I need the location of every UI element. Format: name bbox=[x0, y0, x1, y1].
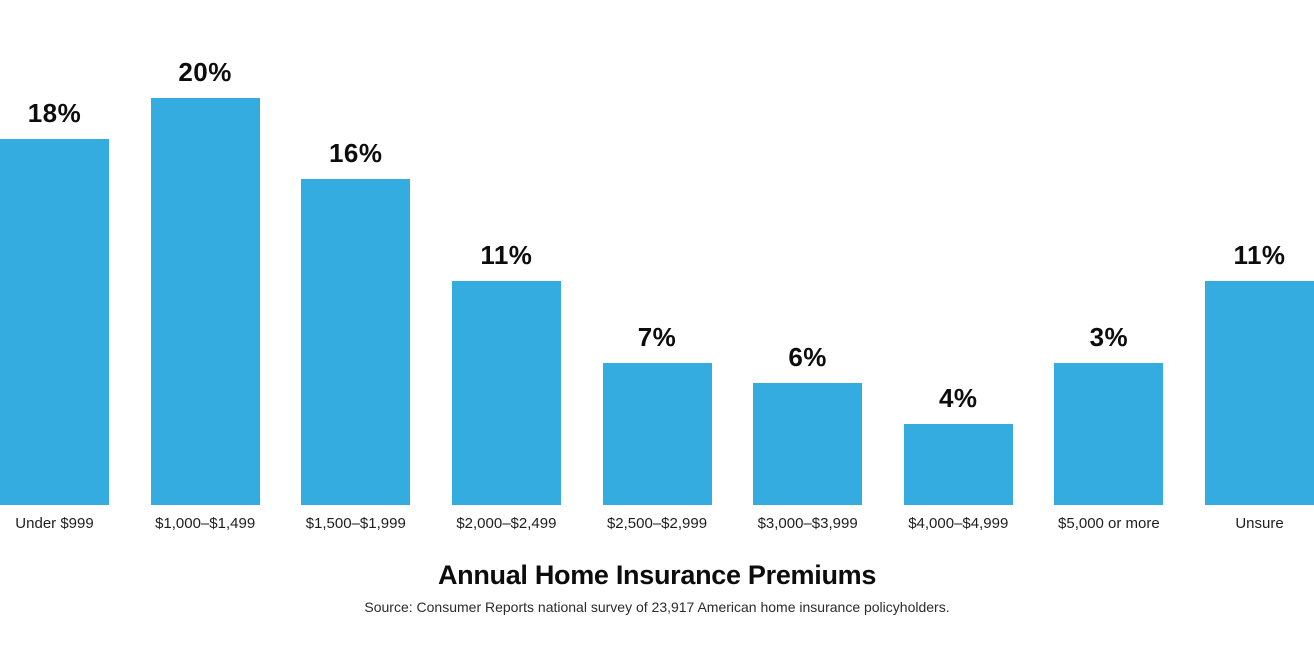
bar-value-label: 16% bbox=[328, 138, 383, 169]
bar-category-label: $1,000–$1,499 bbox=[155, 515, 256, 532]
bar bbox=[0, 138, 109, 505]
bar-value-label: 7% bbox=[637, 321, 677, 352]
bar bbox=[1054, 362, 1164, 505]
bar bbox=[150, 98, 260, 505]
bar-group: 3% $5,000 or more bbox=[1054, 0, 1164, 532]
bar-group: 11% Unsure bbox=[1205, 0, 1314, 532]
bar-group: 6% $3,000–$3,999 bbox=[753, 0, 863, 532]
bar bbox=[301, 179, 411, 505]
bar-value-label: 4% bbox=[938, 382, 978, 413]
bar-value-label: 6% bbox=[788, 341, 827, 372]
bar-value-label: 11% bbox=[1233, 240, 1286, 271]
bar-group: 11% $2,000–$2,499 bbox=[451, 0, 561, 532]
bar-category-label: $3,000–$3,999 bbox=[757, 515, 858, 532]
bar bbox=[903, 423, 1013, 505]
chart-source-note: Source: Consumer Reports national survey… bbox=[364, 599, 950, 615]
bar-category-label: Unsure bbox=[1235, 515, 1284, 532]
bar-category-label: $1,500–$1,999 bbox=[305, 515, 406, 532]
bar bbox=[602, 362, 712, 505]
bar-category-label: $2,500–$2,999 bbox=[606, 515, 708, 532]
bar bbox=[753, 382, 863, 505]
bar-group: 4% $4,000–$4,999 bbox=[903, 0, 1013, 532]
bar bbox=[1205, 281, 1314, 505]
bar-group: 16% $1,500–$1,999 bbox=[301, 0, 411, 532]
bar-value-label: 18% bbox=[27, 97, 82, 128]
bar-value-label: 3% bbox=[1089, 321, 1129, 352]
bar-value-label: 20% bbox=[178, 57, 232, 87]
bar-chart-plot-area: 18% Under $999 20% $1,000–$1,499 16% $1,500–$… bbox=[0, 0, 1314, 532]
bar-group: 18% Under $999 bbox=[0, 0, 109, 532]
bar-value-label: 11% bbox=[480, 240, 533, 271]
bar-category-label: Under $999 bbox=[15, 515, 94, 532]
bar-group: 7% $2,500–$2,999 bbox=[602, 0, 712, 532]
bar bbox=[451, 281, 561, 505]
bar-group: 20% $1,000–$1,499 bbox=[150, 0, 260, 532]
bar-category-label: $5,000 or more bbox=[1058, 515, 1160, 532]
bar-category-label: $4,000–$4,999 bbox=[908, 515, 1009, 532]
chart-title: Annual Home Insurance Premiums bbox=[437, 560, 877, 590]
bar-category-label: $2,000–$2,499 bbox=[456, 515, 557, 532]
